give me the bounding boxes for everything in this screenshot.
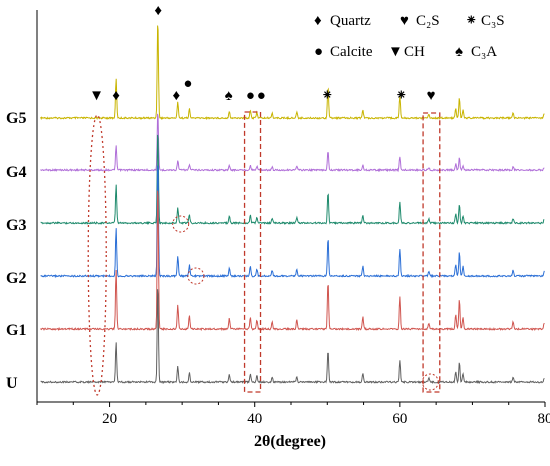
legend-symbol: ♦	[314, 13, 322, 29]
c2s-region-box	[423, 113, 440, 392]
peak-marker: ●	[246, 88, 255, 104]
peak-marker: ♥	[427, 88, 436, 104]
annotations: ▼♦♦♦●♠●●⁕⁕♥	[88, 3, 440, 395]
x-tick-label: 60	[392, 411, 407, 427]
x-tick-label: 40	[247, 411, 262, 427]
series-line-g4	[41, 114, 545, 171]
calcite-region-box	[245, 112, 261, 392]
series-label-g2: G2	[6, 270, 26, 287]
series-label-g4: G4	[6, 164, 26, 181]
legend-item: ● Calcite	[314, 44, 373, 60]
plot-area: G5 G4 G3 G2 G1 U	[6, 26, 544, 393]
peak-marker: ⁕	[321, 88, 334, 104]
x-axis-title: 2θ(degree)	[254, 433, 326, 450]
legend-label: Quartz	[330, 13, 371, 29]
legend-label: CH	[404, 44, 425, 60]
legend-label: C₃S	[481, 13, 505, 29]
peak-marker: ♦	[173, 88, 181, 104]
legend-label: C₂S	[416, 13, 440, 29]
series-line-g5	[41, 26, 545, 119]
legend-item: ⁕C₃S	[465, 13, 505, 29]
peak-marker: ●	[183, 76, 192, 92]
legend-symbol: ♠	[455, 44, 463, 60]
legend-symbol: ⁕	[465, 13, 478, 29]
series-line-u	[41, 289, 545, 383]
peak-marker: ⁕	[395, 88, 408, 104]
legend-symbol: ♥	[400, 13, 409, 29]
legend-item: ♠ C₃A	[455, 44, 497, 60]
legend-symbol: ●	[314, 44, 323, 60]
series-label-u: U	[6, 375, 18, 392]
series-label-g3: G3	[6, 217, 26, 234]
legend: ♦ Quartz ♥ C₂S ⁕C₃S ● Calcite ▼CH ♠ C₃A	[314, 13, 505, 60]
x-tick-label: 20	[102, 411, 117, 427]
peak-marker: ▼	[89, 88, 104, 104]
series-line-g2	[41, 166, 545, 277]
ch-region-ellipse	[88, 115, 106, 395]
peak-marker: ♦	[154, 3, 162, 19]
series-label-g5: G5	[6, 110, 26, 127]
legend-item: ♦ Quartz	[314, 13, 371, 29]
series-line-g1	[41, 191, 545, 330]
x-tick-label: 80	[538, 411, 550, 427]
series-label-g1: G1	[6, 322, 26, 339]
legend-label: C₃A	[471, 44, 497, 60]
peak-marker: ♦	[112, 88, 120, 104]
legend-symbol: ▼	[388, 44, 403, 60]
legend-label: Calcite	[330, 44, 373, 60]
peak-marker: ♠	[225, 88, 233, 104]
peak-marker: ●	[257, 88, 266, 104]
x-axis: 20 40 60 80	[37, 10, 550, 427]
legend-item: ♥ C₂S	[400, 13, 440, 29]
legend-item: ▼CH	[388, 44, 425, 60]
